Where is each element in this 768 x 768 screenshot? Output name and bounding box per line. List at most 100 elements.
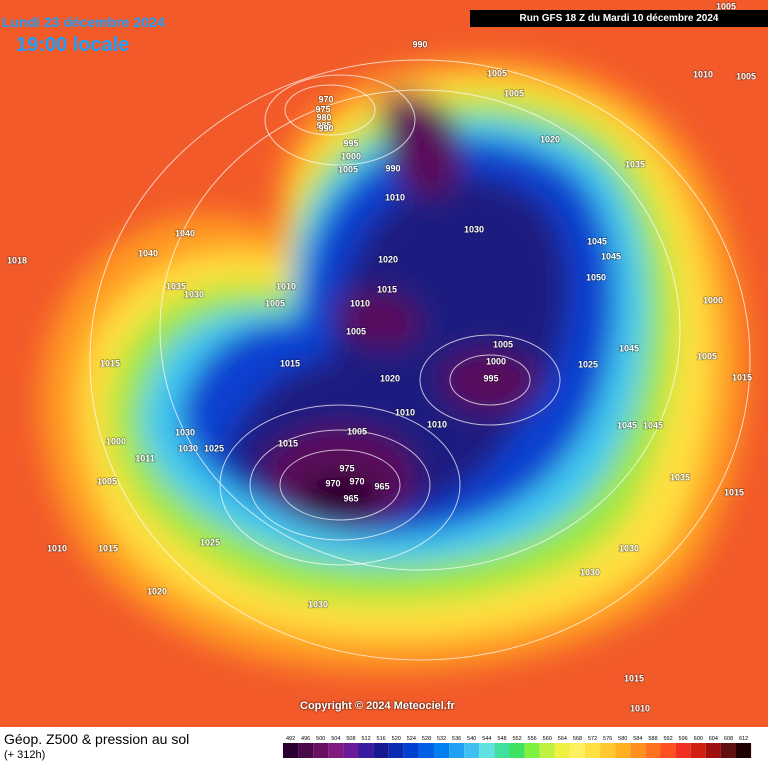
pressure-label: 1025 [200,537,220,547]
pressure-label: 1015 [724,487,744,497]
pressure-label: 1020 [378,254,398,264]
pressure-label: 1010 [630,703,650,713]
pressure-label: 1010 [385,192,405,202]
legend-label: 540 [467,736,476,742]
legend-swatch [509,743,525,758]
footer-subtitle: (+ 312h) [4,749,46,761]
pressure-label: 970 [349,476,364,486]
legend-label: 520 [392,736,401,742]
pressure-label: 1045 [601,251,621,261]
pressure-label: 1030 [580,567,600,577]
pressure-label: 1035 [166,281,186,291]
pressure-label: 1045 [587,236,607,246]
legend-label: 584 [633,736,642,742]
pressure-label: 970 [318,94,333,104]
legend-label: 560 [543,736,552,742]
pressure-label: 1011 [135,453,155,463]
pressure-label: 990 [318,123,333,133]
pressure-label: 1015 [100,358,120,368]
pressure-label: 1015 [377,284,397,294]
legend-label: 524 [407,736,416,742]
legend-label: 492 [286,736,295,742]
pressure-label: 1005 [493,339,513,349]
pressure-label: 990 [385,163,400,173]
legend-label: 580 [618,736,627,742]
legend-label: 512 [361,736,370,742]
legend-swatch [736,743,752,758]
pressure-label: 990 [412,39,427,49]
legend-label: 608 [724,736,733,742]
legend-label: 588 [648,736,657,742]
pressure-label: 1010 [693,69,713,79]
pressure-label: 1010 [350,298,370,308]
pressure-label: 1005 [338,164,358,174]
pressure-label: 1030 [464,224,484,234]
legend-swatch [494,743,510,758]
pressure-label: 1010 [276,281,296,291]
pressure-label: 975 [315,104,330,114]
pressure-label: 1005 [697,351,717,361]
pressure-label: 1010 [47,543,67,553]
legend-swatch [434,743,450,758]
legend-swatch [313,743,329,758]
pressure-label: 1005 [487,68,507,78]
legend-swatch [283,743,299,758]
pressure-label: 965 [343,493,358,503]
pressure-label: 1010 [427,419,447,429]
legend-label: 596 [679,736,688,742]
legend-swatch [358,743,374,758]
legend-label: 600 [694,736,703,742]
pressure-label: 1005 [504,88,524,98]
legend-label: 568 [573,736,582,742]
pressure-label: 975 [339,463,354,473]
legend-label: 576 [603,736,612,742]
legend-label: 552 [512,736,521,742]
geopotential-field [39,57,747,673]
pressure-label: 1000 [106,436,126,446]
pressure-label: 1005 [346,326,366,336]
legend-swatch [298,743,314,758]
color-legend: 492 496 500 504 508 512 516 520 524 528 532 536 540 5… [283,736,752,758]
legend-swatch [449,743,465,758]
date-label: Lundi 23 décembre 2024 [2,14,165,30]
pressure-label: 1030 [308,599,328,609]
pressure-label: 980 [316,112,331,122]
pressure-label: 1045 [617,420,637,430]
legend-label: 556 [528,736,537,742]
legend-label: 572 [588,736,597,742]
pressure-label: 1020 [380,373,400,383]
pressure-label: 1030 [178,443,198,453]
pressure-label: 965 [374,481,389,491]
legend-swatch [403,743,419,758]
pressure-label: 1000 [486,356,506,366]
pressure-label: 1035 [625,159,645,169]
legend-label: 508 [346,736,355,742]
legend-swatch [388,743,404,758]
legend-swatch [464,743,480,758]
legend-label: 500 [316,736,325,742]
pressure-label: 1018 [7,255,27,265]
legend-label: 548 [497,736,506,742]
pressure-label: 1010 [395,407,415,417]
pressure-label: 1005 [347,426,367,436]
legend-swatch [705,743,721,758]
pressure-label: 1015 [732,372,752,382]
pressure-label: 995 [483,373,498,383]
pressure-label: 1030 [184,289,204,299]
pressure-label: 1000 [341,151,361,161]
legend-label: 516 [377,736,386,742]
legend-swatch [660,743,676,758]
pressure-label: 1015 [280,358,300,368]
legend-label: 544 [482,736,491,742]
pressure-label: 1015 [624,673,644,683]
legend-swatch [615,743,631,758]
legend-label: 604 [709,736,718,742]
legend-swatch [585,743,601,758]
time-label: 19:00 locale [16,34,130,56]
legend-swatch [675,743,691,758]
pressure-label: 1030 [175,427,195,437]
pressure-label: 995 [343,138,358,148]
pressure-label: 1005 [265,298,285,308]
pressure-label: 1020 [147,586,167,596]
legend-swatch [690,743,706,758]
